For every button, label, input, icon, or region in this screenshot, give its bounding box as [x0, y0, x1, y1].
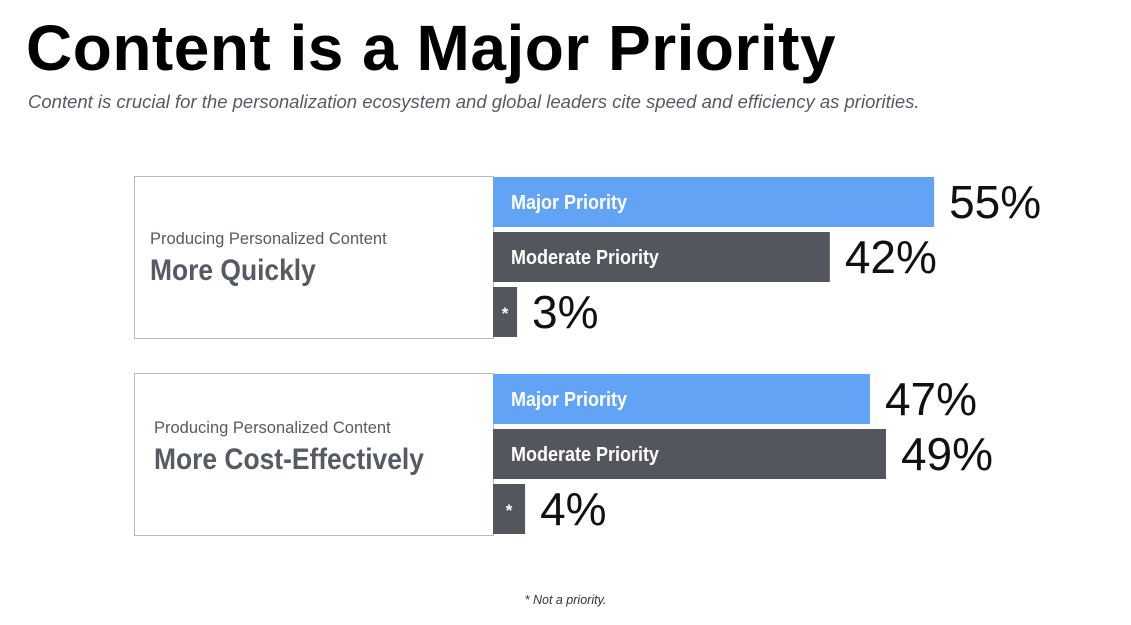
- bar-cost-effectively-moderate-priority-value: 49%: [901, 428, 993, 480]
- page-subtitle: Content is crucial for the personalizati…: [28, 91, 920, 112]
- group-label-box-cost-effectively: Producing Personalized Content More Cost…: [134, 373, 494, 536]
- bar-quickly-major-priority-value: 55%: [949, 176, 1041, 228]
- group-label-box-quickly: Producing Personalized Content More Quic…: [134, 176, 494, 339]
- bar-quickly-not-a-priority-label: *: [502, 304, 509, 323]
- group-label-large-cost-effectively: More Cost-Effectively: [154, 443, 424, 476]
- group-label-large-quickly: More Quickly: [150, 254, 316, 287]
- bar-cost-effectively-not-a-priority: [493, 484, 526, 534]
- bar-quickly-moderate-priority-label: Moderate Priority: [511, 247, 659, 269]
- bar-quickly-major-priority: [493, 177, 935, 227]
- bar-quickly-not-a-priority-value: 3%: [532, 286, 598, 338]
- group-label-small-quickly: Producing Personalized Content: [150, 230, 387, 248]
- bar-cost-effectively-major-priority-label: Major Priority: [511, 389, 627, 411]
- group-label-small-cost-effectively: Producing Personalized Content: [154, 419, 391, 437]
- bar-quickly-moderate-priority: [493, 232, 830, 282]
- bar-cost-effectively-not-a-priority-value: 4%: [540, 483, 606, 535]
- bar-cost-effectively-not-a-priority-label: *: [506, 501, 513, 520]
- page-title: Content is a Major Priority: [26, 12, 837, 84]
- bar-cost-effectively-major-priority: [493, 374, 870, 424]
- footnote: * Not a priority.: [524, 593, 607, 607]
- bar-cost-effectively-moderate-priority: [493, 429, 886, 479]
- bar-quickly-not-a-priority: [493, 287, 518, 337]
- bar-quickly-major-priority-label: Major Priority: [511, 192, 627, 214]
- bar-quickly-moderate-priority-value: 42%: [845, 231, 937, 283]
- bar-cost-effectively-major-priority-value: 47%: [885, 373, 977, 425]
- bar-cost-effectively-moderate-priority-label: Moderate Priority: [511, 444, 659, 466]
